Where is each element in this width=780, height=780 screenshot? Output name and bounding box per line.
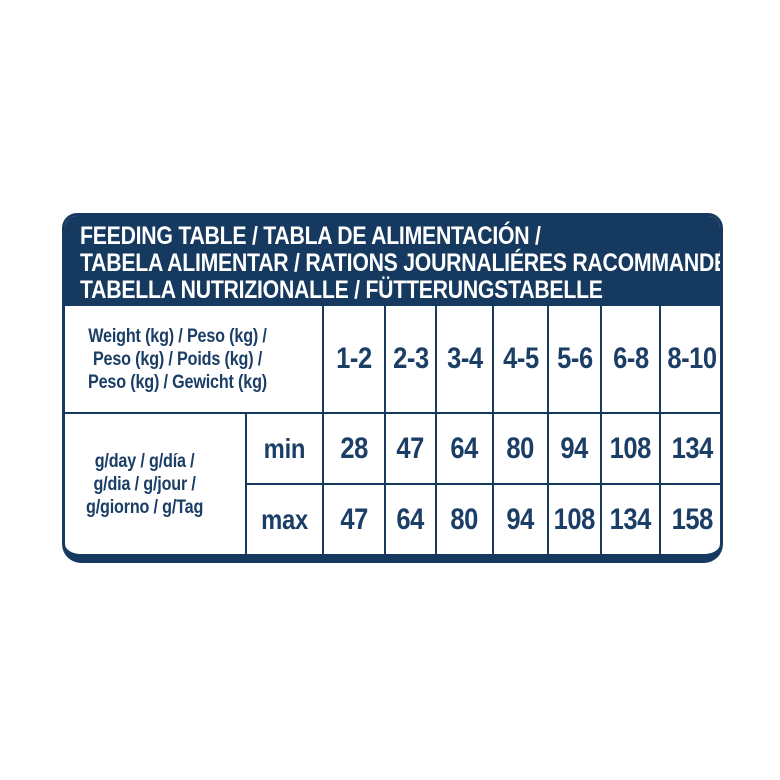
min-row: g/day / g/día / g/dia / g/jour / g/giorn… — [65, 412, 720, 554]
max-value-6: 134 — [609, 502, 652, 536]
feeding-table: Weight (kg) / Peso (kg) / Peso (kg) / Po… — [65, 305, 720, 554]
max-value-cell: 80 — [435, 483, 495, 554]
min-value-3: 64 — [450, 431, 479, 465]
weight-range-5: 5-6 — [556, 342, 593, 375]
min-value-cell: 28 — [322, 412, 387, 485]
max-value-2: 64 — [396, 502, 425, 536]
weight-range-cell: 5-6 — [547, 305, 603, 414]
max-value-3: 80 — [450, 502, 479, 536]
weight-range-cell: 8-10 — [659, 305, 720, 414]
min-value-cell: 108 — [600, 412, 662, 485]
weight-header-row: Weight (kg) / Peso (kg) / Peso (kg) / Po… — [65, 305, 720, 414]
max-value-cell: 64 — [384, 483, 438, 554]
max-label-cell: max — [244, 483, 325, 554]
min-value-7: 134 — [671, 431, 713, 465]
max-value-7: 158 — [671, 502, 713, 536]
min-value-6: 108 — [609, 431, 652, 465]
amount-header-cell: g/day / g/día / g/dia / g/jour / g/giorn… — [65, 412, 247, 554]
max-row: max 47 64 80 94 108 134 158 — [65, 483, 720, 554]
weight-label-line-1: Weight (kg) / Peso (kg) / — [88, 325, 267, 347]
max-value-cell: 47 — [322, 483, 387, 554]
min-value-2: 47 — [396, 431, 425, 465]
weight-label-line-2: Peso (kg) / Poids (kg) / — [93, 348, 263, 370]
min-value-cell: 134 — [659, 412, 720, 485]
weight-range-cell: 3-4 — [435, 305, 495, 414]
weight-range-3: 3-4 — [446, 342, 483, 375]
title-line-2: TABELA ALIMENTAR / RATIONS JOURNALIÉRES … — [80, 249, 720, 277]
min-label-cell: min — [244, 412, 325, 485]
weight-range-cell: 6-8 — [600, 305, 662, 414]
max-value-4: 94 — [506, 502, 535, 536]
max-value-cell: 158 — [659, 483, 720, 554]
title-line-1: FEEDING TABLE / TABLA DE ALIMENTACIÓN / — [80, 222, 541, 250]
min-value-cell: 94 — [547, 412, 603, 485]
weight-range-2: 2-3 — [392, 342, 429, 375]
amount-header-label: g/day / g/día / g/dia / g/jour / g/giorn… — [86, 450, 203, 519]
max-value-cell: 108 — [547, 483, 603, 554]
weight-range-1: 1-2 — [336, 342, 372, 375]
min-value-cell: 64 — [435, 412, 495, 485]
min-value-cell: 80 — [492, 412, 550, 485]
min-label: min — [263, 432, 306, 464]
weight-label-line-3: Peso (kg) / Gewicht (kg) — [88, 371, 268, 393]
weight-range-cell: 4-5 — [492, 305, 550, 414]
feeding-table-title: FEEDING TABLE / TABLA DE ALIMENTACIÓN / … — [80, 222, 720, 304]
min-value-cell: 47 — [384, 412, 438, 485]
min-value-1: 28 — [340, 431, 368, 465]
amount-label-line-1: g/day / g/día / — [94, 450, 195, 472]
weight-range-4: 4-5 — [502, 342, 539, 375]
title-line-3: TABELLA NUTRIZIONALLE / FÜTTERUNGSTABELL… — [80, 276, 603, 304]
min-value-5: 94 — [560, 431, 589, 465]
feeding-table-card: FEEDING TABLE / TABLA DE ALIMENTACIÓN / … — [62, 213, 723, 563]
feeding-table-title-band: FEEDING TABLE / TABLA DE ALIMENTACIÓN / … — [65, 216, 720, 306]
amount-label-line-2: g/dia / g/jour / — [93, 473, 196, 495]
max-value-cell: 134 — [600, 483, 662, 554]
max-value-1: 47 — [340, 502, 368, 536]
weight-range-cell: 1-2 — [322, 305, 387, 414]
weight-header-label: Weight (kg) / Peso (kg) / Peso (kg) / Po… — [88, 325, 267, 394]
weight-range-cell: 2-3 — [384, 305, 438, 414]
weight-range-6: 6-8 — [612, 342, 649, 375]
amount-label-line-3: g/giorno / g/Tag — [86, 496, 204, 518]
min-value-4: 80 — [506, 431, 535, 465]
max-value-5: 108 — [553, 502, 596, 536]
weight-range-7: 8-10 — [667, 342, 717, 375]
weight-header-cell: Weight (kg) / Peso (kg) / Peso (kg) / Po… — [65, 305, 325, 414]
max-label: max — [261, 503, 308, 535]
max-value-cell: 94 — [492, 483, 550, 554]
